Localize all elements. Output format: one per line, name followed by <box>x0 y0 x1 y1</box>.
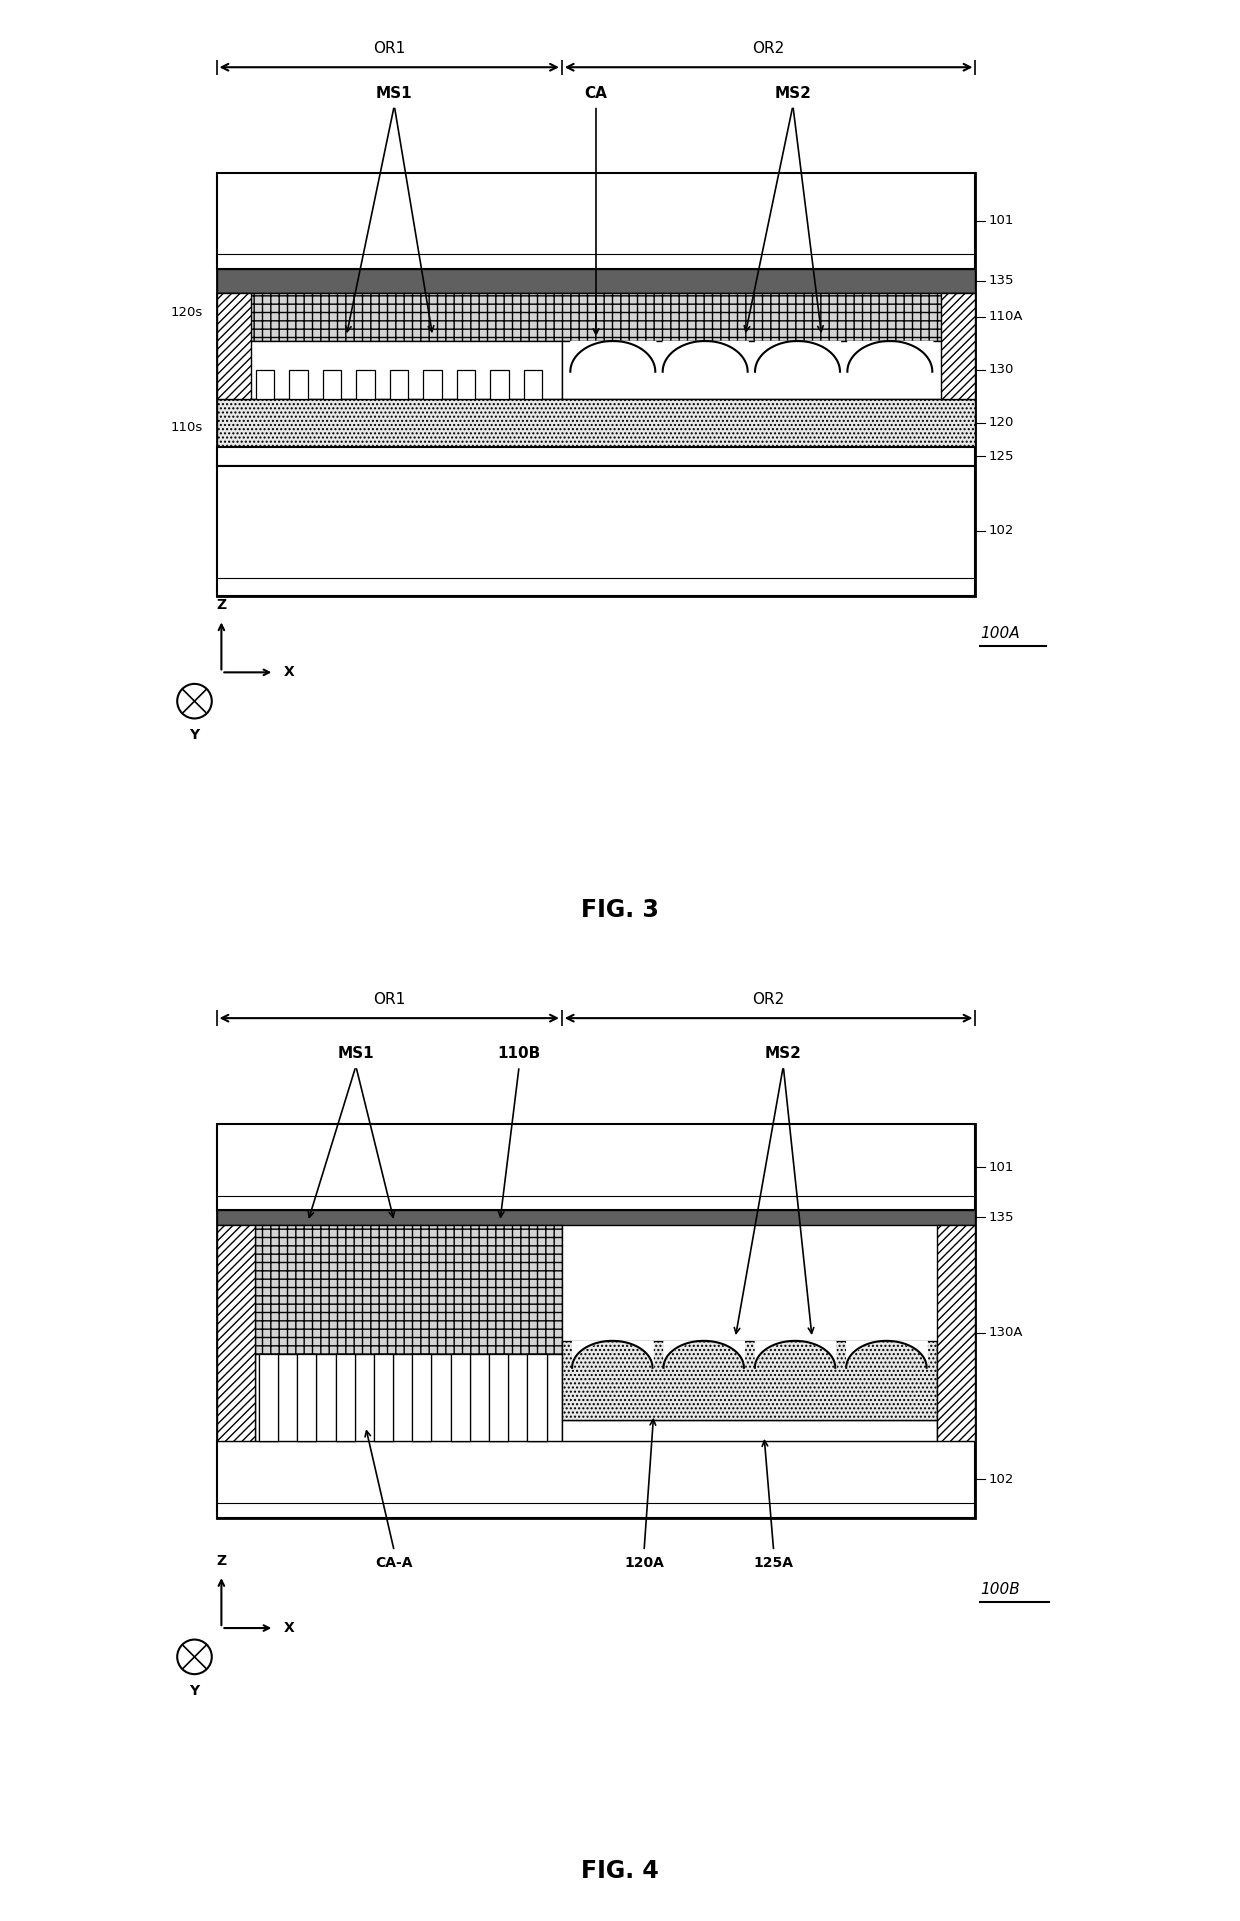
Bar <box>289 369 308 400</box>
Bar <box>527 1354 547 1441</box>
Text: MS1: MS1 <box>376 86 413 100</box>
Bar <box>217 1124 976 1210</box>
Text: Y: Y <box>190 728 200 742</box>
Bar <box>217 400 976 446</box>
Text: OR2: OR2 <box>753 991 785 1007</box>
Bar <box>374 1354 393 1441</box>
Bar <box>374 1354 393 1441</box>
Bar <box>217 1441 976 1518</box>
Bar <box>217 173 976 596</box>
Text: OR1: OR1 <box>373 991 405 1007</box>
Bar <box>217 1210 976 1226</box>
Text: 135: 135 <box>988 275 1014 288</box>
Bar <box>255 369 274 400</box>
Text: Y: Y <box>190 1683 200 1698</box>
Bar <box>412 1354 432 1441</box>
Bar <box>562 342 976 400</box>
Bar <box>336 1354 355 1441</box>
Text: 101: 101 <box>988 215 1014 227</box>
Bar <box>336 1354 355 1441</box>
Bar <box>423 369 441 400</box>
Bar <box>412 1354 432 1441</box>
Text: 120: 120 <box>988 417 1014 428</box>
Bar <box>259 1354 278 1441</box>
Text: 102: 102 <box>988 1473 1014 1485</box>
Bar <box>298 1354 316 1441</box>
Text: OR2: OR2 <box>753 40 785 56</box>
Bar <box>217 294 976 342</box>
Text: 120s: 120s <box>171 305 203 319</box>
Bar <box>217 173 976 269</box>
Bar <box>356 369 374 400</box>
Text: 125A: 125A <box>754 1556 794 1569</box>
Bar <box>490 369 508 400</box>
Text: 125: 125 <box>988 450 1014 463</box>
Bar <box>489 1354 508 1441</box>
Text: 135: 135 <box>988 1210 1014 1224</box>
Bar <box>298 1354 316 1441</box>
Bar <box>456 369 475 400</box>
Text: X: X <box>284 665 295 680</box>
Text: 100A: 100A <box>980 626 1019 642</box>
Bar <box>489 1354 508 1441</box>
Bar <box>523 369 542 400</box>
Bar <box>217 446 976 467</box>
Text: FIG. 4: FIG. 4 <box>582 1860 658 1883</box>
Bar <box>322 369 341 400</box>
Text: Z: Z <box>216 1554 227 1568</box>
Text: 101: 101 <box>988 1160 1014 1174</box>
Bar <box>562 1341 937 1420</box>
Bar <box>450 1354 470 1441</box>
Text: 110A: 110A <box>988 311 1023 323</box>
Text: MS2: MS2 <box>765 1047 802 1060</box>
Text: MS1: MS1 <box>337 1047 374 1060</box>
Bar <box>255 1226 562 1354</box>
Text: 110s: 110s <box>171 421 203 434</box>
Bar <box>389 369 408 400</box>
Bar <box>217 294 252 400</box>
Text: OR1: OR1 <box>373 40 405 56</box>
Bar <box>217 467 976 596</box>
Text: 130A: 130A <box>988 1325 1023 1339</box>
Bar <box>217 342 562 400</box>
Bar <box>217 1124 976 1518</box>
Bar <box>527 1354 547 1441</box>
Bar <box>255 1354 562 1441</box>
Bar <box>450 1354 470 1441</box>
Text: FIG. 3: FIG. 3 <box>582 899 658 922</box>
Text: CA-A: CA-A <box>376 1556 413 1569</box>
Bar <box>259 1354 278 1441</box>
Bar <box>217 1226 255 1441</box>
Text: 130: 130 <box>988 363 1014 377</box>
Bar <box>941 294 976 400</box>
Text: MS2: MS2 <box>775 86 811 100</box>
Bar <box>937 1226 976 1441</box>
Bar <box>562 1420 937 1441</box>
Text: CA: CA <box>584 86 608 100</box>
Text: 102: 102 <box>988 524 1014 538</box>
Text: Z: Z <box>216 597 227 611</box>
Text: X: X <box>284 1621 295 1635</box>
Text: 100B: 100B <box>980 1583 1021 1596</box>
Text: 110B: 110B <box>497 1047 541 1060</box>
Text: 120A: 120A <box>624 1556 663 1569</box>
Bar <box>217 269 976 294</box>
